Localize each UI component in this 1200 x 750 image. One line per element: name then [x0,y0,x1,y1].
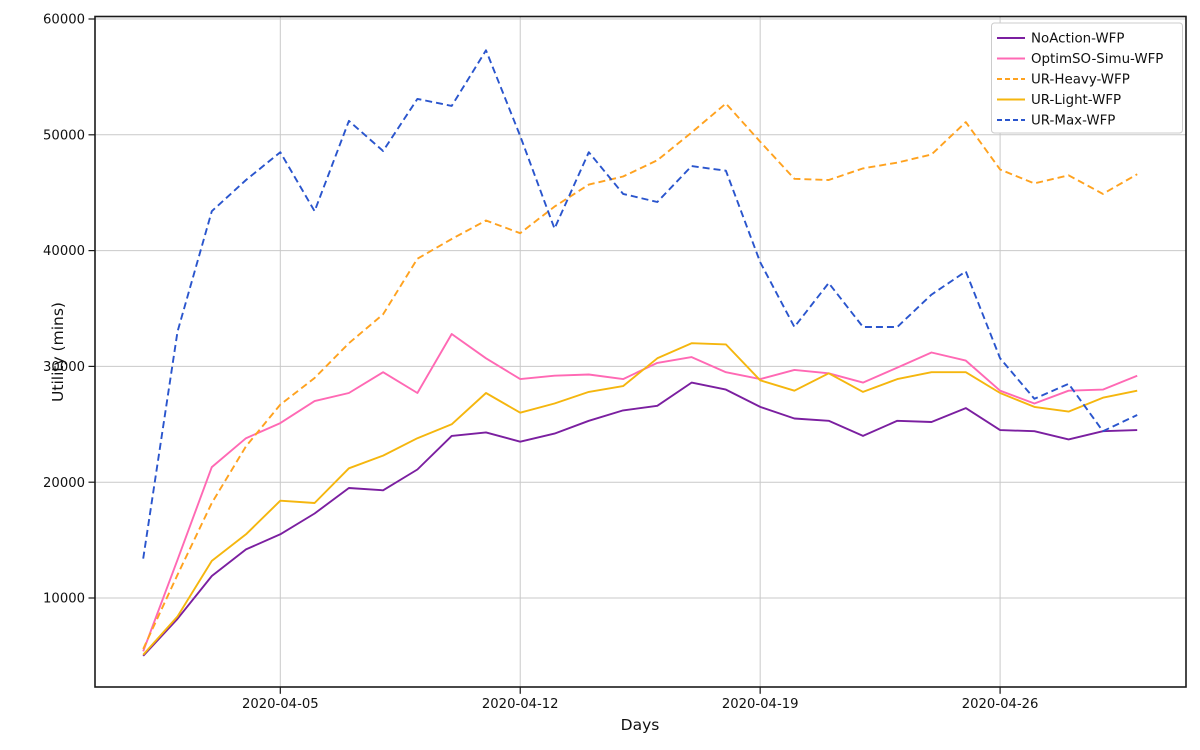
legend-entry-OptimSO-Simu-WFP: OptimSO-Simu-WFP [997,52,1163,67]
legend-entry-UR-Heavy-WFP: UR-Heavy-WFP [997,73,1130,88]
y-axis-label: Utility (mins) [49,302,67,402]
x-axis-label: Days [621,716,660,734]
legend-label: UR-Light-WFP [1031,93,1121,108]
x-tick-label: 2020-04-05 [242,697,319,712]
legend-label: OptimSO-Simu-WFP [1031,52,1163,67]
series-line-UR-Heavy-WFP [142,102,1138,650]
y-tick-label: 40000 [43,244,85,259]
axis-ticks: 10000 20000 30000 40000 50000 60000 2020-04-05… [43,13,1038,712]
plot-border [94,15,1187,688]
y-tick-label: 30000 [43,360,85,375]
legend-entry-UR-Max-WFP: UR-Max-WFP [997,114,1115,129]
data-series [142,49,1138,657]
x-tick-label: 2020-04-12 [482,697,559,712]
legend-entry-NoAction-WFP: NoAction-WFP [997,32,1124,47]
legend-label: UR-Max-WFP [1031,114,1115,129]
legend-label: UR-Heavy-WFP [1031,73,1130,88]
y-tick-label: 50000 [43,128,85,143]
series-line-UR-Max-WFP [142,49,1138,559]
y-tick-label: 60000 [43,13,85,28]
legend-box [991,22,1183,134]
legend: NoAction-WFP OptimSO-Simu-WFP UR-Heavy-WFP… [991,22,1183,134]
legend-label: NoAction-WFP [1031,32,1124,47]
series-line-UR-Light-WFP [142,342,1138,656]
legend-entry-UR-Light-WFP: UR-Light-WFP [997,93,1121,108]
grid-lines [95,16,1186,687]
y-tick-label: 10000 [43,592,85,607]
y-tick-label: 20000 [43,476,85,491]
x-tick-label: 2020-04-26 [962,697,1039,712]
series-line-NoAction-WFP [142,381,1138,657]
x-tick-label: 2020-04-19 [722,697,799,712]
